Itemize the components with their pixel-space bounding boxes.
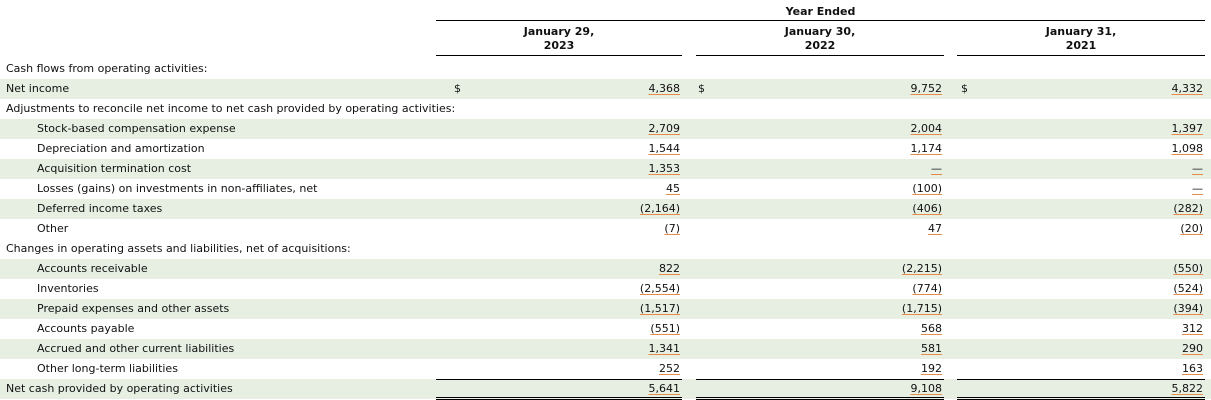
value-cell: (1,715) xyxy=(901,302,942,315)
row-label: Deferred income taxes xyxy=(37,202,163,215)
row-label: Prepaid expenses and other assets xyxy=(37,302,230,315)
table-row: Inventories (2,554) (774) (524) xyxy=(0,279,1211,299)
column-header-line1: January 31, xyxy=(1045,25,1117,38)
table-row: Changes in operating assets and liabilit… xyxy=(0,239,1211,259)
row-label: Stock-based compensation expense xyxy=(37,122,236,135)
row-label: Net income xyxy=(6,82,70,95)
column-header-line2: 2022 xyxy=(804,39,836,52)
value-cell: (394) xyxy=(1173,302,1203,315)
value-cell: (550) xyxy=(1173,262,1203,275)
row-label: Depreciation and amortization xyxy=(37,142,205,155)
row-label: Accounts payable xyxy=(37,322,135,335)
total-double-rule xyxy=(436,397,682,400)
value-cell: — xyxy=(931,162,942,175)
subtotal-rule xyxy=(436,379,682,380)
value-cell: — xyxy=(1192,182,1203,195)
value-cell: (20) xyxy=(1180,222,1203,235)
value-cell: (551) xyxy=(650,322,680,335)
row-label: Adjustments to reconcile net income to n… xyxy=(6,102,456,115)
value-cell: 45 xyxy=(666,182,680,195)
table-row: Cash flows from operating activities: xyxy=(0,59,1211,79)
value-cell: 2,004 xyxy=(910,122,943,135)
value-cell: 1,341 xyxy=(648,342,681,355)
table-row: Acquisition termination cost 1,353 — — xyxy=(0,159,1211,179)
value-cell: 163 xyxy=(1182,362,1203,375)
dollar-sign: $ xyxy=(961,82,968,95)
total-double-rule xyxy=(696,397,944,400)
value-cell: — xyxy=(1192,162,1203,175)
row-label: Changes in operating assets and liabilit… xyxy=(6,242,351,255)
value-cell: 4,368 xyxy=(648,82,681,95)
row-label: Inventories xyxy=(37,282,99,295)
value-cell: (1,517) xyxy=(639,302,680,315)
table-row: Prepaid expenses and other assets (1,517)… xyxy=(0,299,1211,319)
row-label: Accrued and other current liabilities xyxy=(37,342,235,355)
value-cell: (774) xyxy=(912,282,942,295)
table-row: Other (7) 47 (20) xyxy=(0,219,1211,239)
column-header-line1: January 29, xyxy=(523,25,595,38)
value-cell: (2,164) xyxy=(639,202,680,215)
value-cell: (406) xyxy=(912,202,942,215)
total-double-rule xyxy=(957,397,1205,400)
row-label: Accounts receivable xyxy=(37,262,148,275)
table-row: Losses (gains) on investments in non-aff… xyxy=(0,179,1211,199)
value-cell: (2,554) xyxy=(639,282,680,295)
value-cell: 2,709 xyxy=(648,122,681,135)
value-cell: 581 xyxy=(921,342,942,355)
subtotal-rule xyxy=(696,379,944,380)
value-cell: 290 xyxy=(1182,342,1203,355)
value-cell: (524) xyxy=(1173,282,1203,295)
value-cell: (100) xyxy=(912,182,942,195)
table-row: Accounts receivable 822 (2,215) (550) xyxy=(0,259,1211,279)
table-row: Depreciation and amortization 1,544 1,174 1… xyxy=(0,139,1211,159)
table-row: Net income $ $ $4,368 9,752 4,332 xyxy=(0,79,1211,99)
subtotal-rule xyxy=(957,379,1205,380)
value-cell: (2,215) xyxy=(901,262,942,275)
value-cell: 9,108 xyxy=(910,382,943,395)
column-header-2022: January 30, 2022 xyxy=(696,25,944,56)
table-row: Accrued and other current liabilities 1,3… xyxy=(0,339,1211,359)
column-header-2021: January 31, 2021 xyxy=(957,25,1205,56)
value-cell: 312 xyxy=(1182,322,1203,335)
value-cell: 568 xyxy=(921,322,942,335)
value-cell: 4,332 xyxy=(1171,82,1204,95)
row-label: Net cash provided by operating activitie… xyxy=(6,382,233,395)
value-cell: 9,752 xyxy=(910,82,943,95)
row-label: Cash flows from operating activities: xyxy=(6,62,208,75)
value-cell: (7) xyxy=(664,222,680,235)
value-cell: 47 xyxy=(928,222,942,235)
table-row: Deferred income taxes (2,164) (406) (282) xyxy=(0,199,1211,219)
column-header-line1: January 30, xyxy=(784,25,856,38)
row-label: Losses (gains) on investments in non-aff… xyxy=(37,182,318,195)
table-row: Other long-term liabilities 252 192 163 xyxy=(0,359,1211,379)
table-row: Stock-based compensation expense 2,709 2,0… xyxy=(0,119,1211,139)
value-cell: 1,397 xyxy=(1171,122,1204,135)
value-cell: 5,641 xyxy=(648,382,681,395)
value-cell: 192 xyxy=(921,362,942,375)
value-cell: (282) xyxy=(1173,202,1203,215)
dollar-sign: $ xyxy=(454,82,461,95)
row-label: Other long-term liabilities xyxy=(37,362,178,375)
table-row: Net cash provided by operating activitie… xyxy=(0,379,1211,399)
value-cell: 5,822 xyxy=(1171,382,1204,395)
row-label: Acquisition termination cost xyxy=(37,162,192,175)
table-row: Accounts payable (551) 568 312 xyxy=(0,319,1211,339)
column-header-line2: 2021 xyxy=(1065,39,1097,52)
column-header-line2: 2023 xyxy=(543,39,575,52)
value-cell: 1,353 xyxy=(648,162,681,175)
value-cell: 1,174 xyxy=(910,142,943,155)
row-label: Other xyxy=(37,222,69,235)
dollar-sign: $ xyxy=(698,82,705,95)
value-cell: 1,544 xyxy=(648,142,681,155)
column-header-2023: January 29, 2023 xyxy=(436,25,682,56)
table-row: Adjustments to reconcile net income to n… xyxy=(0,99,1211,119)
value-cell: 252 xyxy=(659,362,680,375)
value-cell: 1,098 xyxy=(1171,142,1204,155)
year-ended-header: Year Ended xyxy=(436,4,1205,21)
value-cell: 822 xyxy=(659,262,680,275)
